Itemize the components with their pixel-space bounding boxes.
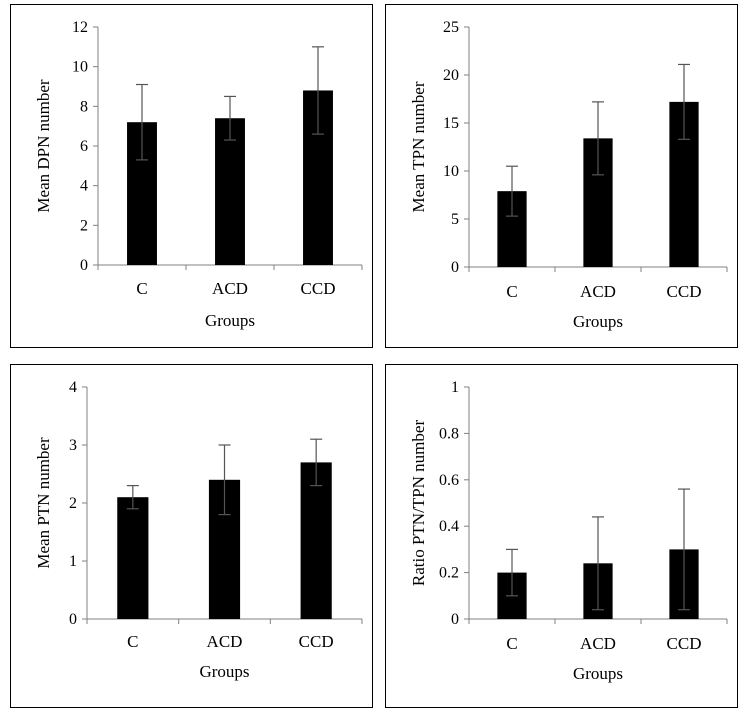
y-tick-label: 25 — [443, 19, 459, 36]
y-tick-label: 0 — [451, 259, 459, 276]
x-category-label: ACD — [207, 632, 243, 651]
y-axis-title: Mean DPN number — [34, 79, 53, 212]
chart-panel-dpn: 0 2 4 6 8 10 12 C ACD CCD Groups Mean DPN number — [10, 4, 373, 348]
x-category-label: CCD — [301, 279, 336, 298]
x-category-label: ACD — [580, 282, 616, 301]
x-category-label: C — [506, 282, 517, 301]
error-bar-c — [506, 548, 518, 597]
error-bar-acd — [592, 516, 604, 611]
bar-acd — [215, 118, 245, 265]
x-category-label: CCD — [299, 632, 334, 651]
y-tick-label: 0 — [69, 611, 77, 628]
error-bar-ccd — [678, 488, 690, 611]
bar-chart-tpn: 0 5 10 15 20 25 C ACD CCD Groups Mean TPN number — [409, 19, 728, 331]
chart-panel-ratio: 0 0.2 0.4 0.6 0.8 1 C ACD CCD Groups Ratio PTN/TPN… — [385, 364, 738, 708]
error-bar-acd — [218, 444, 231, 516]
error-bar-ccd — [312, 46, 324, 135]
y-tick-label: 5 — [451, 211, 459, 228]
y-tick-label: 0.2 — [439, 565, 459, 582]
y-tick-label: 1 — [69, 553, 77, 570]
y-tick-label: 8 — [80, 98, 88, 115]
bar-c — [117, 497, 149, 619]
x-axis-title: Groups — [199, 662, 249, 681]
bar-chart-ptn: 0 1 2 3 4 C ACD CCD Groups Mean PTN number — [34, 379, 363, 681]
bar-chart-ratio: 0 0.2 0.4 0.6 0.8 1 C ACD CCD Groups Ratio PTN/TPN… — [409, 379, 728, 683]
x-axis-title: Groups — [573, 664, 623, 683]
y-tick-label: 4 — [80, 178, 88, 195]
x-axis-title: Groups — [205, 311, 255, 330]
y-tick-label: 0 — [80, 257, 88, 274]
y-tick-label: 1 — [451, 379, 459, 396]
error-bar-ccd — [310, 438, 323, 487]
y-tick-label: 0.6 — [439, 472, 459, 489]
x-axis-title: Groups — [573, 312, 623, 331]
y-tick-label: 2 — [69, 495, 77, 512]
y-tick-label: 20 — [443, 67, 459, 84]
y-axis-title: Ratio PTN/TPN number — [409, 420, 428, 587]
chart-panel-tpn: 0 5 10 15 20 25 C ACD CCD Groups Mean TPN number — [385, 4, 738, 348]
y-tick-label: 0.8 — [439, 425, 459, 442]
bar-chart-dpn: 0 2 4 6 8 10 12 C ACD CCD Groups Mean DPN number — [34, 19, 363, 330]
error-bar-acd — [224, 95, 236, 141]
x-category-label: ACD — [212, 279, 248, 298]
x-category-label: CCD — [667, 282, 702, 301]
y-axis-title: Mean PTN number — [34, 437, 53, 569]
error-bar-c — [506, 165, 518, 217]
error-bar-c — [136, 83, 148, 161]
x-category-label: C — [127, 632, 138, 651]
error-bar-ccd — [678, 63, 690, 140]
y-tick-label: 0.4 — [439, 518, 459, 535]
y-tick-label: 3 — [69, 437, 77, 454]
x-category-label: CCD — [667, 634, 702, 653]
y-tick-label: 0 — [451, 611, 459, 628]
error-bar-acd — [592, 101, 604, 176]
y-tick-label: 15 — [443, 115, 459, 132]
x-category-label: C — [136, 279, 147, 298]
y-tick-label: 10 — [443, 163, 459, 180]
x-category-label: C — [506, 634, 517, 653]
y-axis-title: Mean TPN number — [409, 81, 428, 212]
chart-panel-ptn: 0 1 2 3 4 C ACD CCD Groups Mean PTN number — [10, 364, 373, 708]
y-tick-label: 12 — [72, 19, 88, 36]
y-tick-label: 4 — [69, 379, 77, 396]
y-tick-label: 2 — [80, 217, 88, 234]
bar-ccd — [300, 462, 332, 619]
x-category-label: ACD — [580, 634, 616, 653]
error-bar-c — [126, 484, 139, 510]
y-tick-label: 6 — [80, 138, 88, 155]
y-tick-label: 10 — [72, 59, 88, 76]
